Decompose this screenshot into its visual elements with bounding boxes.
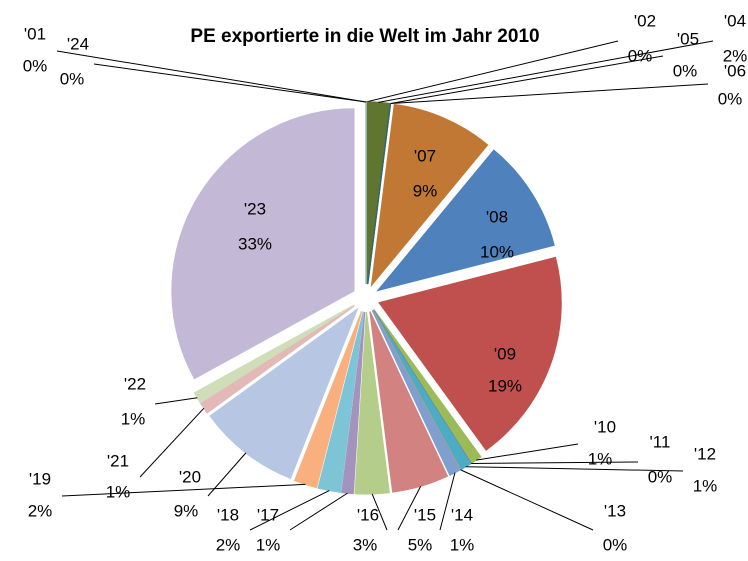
- slice-label: '14: [451, 505, 473, 524]
- slice-value-label: 0%: [603, 535, 628, 554]
- leader-line: [93, 63, 367, 103]
- slice-label: '16: [357, 505, 379, 524]
- slice-value-label: 1%: [121, 409, 146, 428]
- leader-line: [397, 485, 422, 531]
- slice-value-label: 1%: [256, 535, 281, 554]
- chart-title: PE exportierte in die Welt im Jahr 2010: [190, 26, 539, 47]
- slice-value-label: 9%: [413, 181, 438, 200]
- slice-label: '12: [694, 444, 716, 463]
- slice-value-label: 2%: [28, 501, 53, 520]
- slice-label: '04: [724, 11, 746, 30]
- slice-value-label: 0%: [23, 56, 48, 75]
- leader-line: [61, 483, 306, 497]
- leader-line: [365, 40, 619, 103]
- slice-label: '18: [217, 505, 239, 524]
- slice-value-label: 1%: [106, 482, 131, 501]
- leader-line: [289, 492, 348, 531]
- pie-slice: [369, 311, 449, 493]
- slice-value-label: 0%: [60, 69, 85, 88]
- leader-line: [56, 50, 367, 103]
- leader-line: [390, 55, 664, 105]
- pie-slice: [376, 149, 555, 292]
- slice-value-label: 33%: [238, 234, 272, 253]
- slice-label: '24: [67, 34, 89, 53]
- pie-slice: [341, 311, 366, 495]
- slice-value-label: 10%: [480, 242, 514, 261]
- slice-value-label: 0%: [718, 89, 743, 108]
- leader-line: [460, 469, 594, 531]
- pie-slice: [171, 108, 355, 380]
- slice-label: '06: [724, 61, 746, 80]
- slice-value-label: 2%: [723, 46, 748, 65]
- slice-label: '21: [107, 451, 129, 470]
- pie-slice: [367, 103, 392, 285]
- slice-label: '09: [494, 344, 516, 363]
- slice-value-label: 2%: [216, 535, 241, 554]
- slice-value-label: 19%: [488, 376, 522, 395]
- slice-label: '20: [179, 467, 201, 486]
- slice-label: '22: [124, 374, 146, 393]
- slice-value-label: 9%: [174, 501, 199, 520]
- slice-label: '17: [257, 505, 279, 524]
- leader-line: [154, 397, 198, 405]
- leader-line: [378, 40, 714, 103]
- leader-line: [439, 472, 456, 531]
- pie-slice: [209, 307, 359, 480]
- slice-value-label: 5%: [408, 535, 433, 554]
- slice-label: '01: [24, 24, 46, 43]
- slice-label: '23: [244, 199, 266, 218]
- leader-line: [471, 461, 639, 464]
- slice-value-label: 1%: [693, 476, 718, 495]
- pie-slice: [193, 304, 355, 404]
- slice-value-label: 3%: [353, 535, 378, 554]
- slice-label: '07: [414, 146, 436, 165]
- slice-label: '10: [594, 417, 616, 436]
- slice-value-label: 0%: [673, 61, 698, 80]
- slice-label: '02: [634, 11, 656, 30]
- leader-line: [249, 490, 330, 531]
- leader-line: [390, 83, 709, 105]
- slice-label: '08: [486, 207, 508, 226]
- leader-line: [207, 452, 247, 497]
- slice-label: '11: [650, 432, 671, 451]
- slice-value-label: 1%: [450, 535, 475, 554]
- slice-label: '05: [677, 29, 699, 48]
- leader-line: [371, 493, 388, 531]
- leader-line: [139, 407, 205, 478]
- slice-value-label: 1%: [588, 449, 613, 468]
- slice-label: '13: [604, 501, 626, 520]
- pie-slice: [378, 256, 562, 451]
- slice-label: '19: [29, 469, 51, 488]
- slice-value-label: 0%: [648, 467, 673, 486]
- slice-label: '15: [414, 505, 436, 524]
- leader-line: [476, 443, 579, 461]
- leader-line: [465, 466, 684, 472]
- pie-slice: [354, 311, 390, 495]
- pie-slice: [370, 103, 489, 288]
